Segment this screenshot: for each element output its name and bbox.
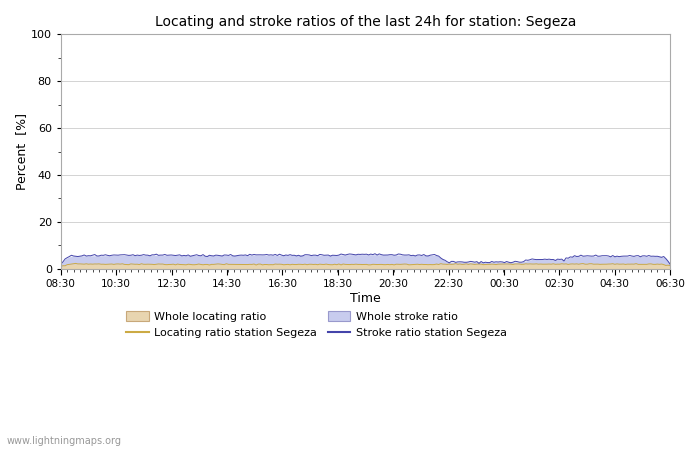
Text: www.lightningmaps.org: www.lightningmaps.org <box>7 436 122 446</box>
X-axis label: Time: Time <box>350 292 381 305</box>
Title: Locating and stroke ratios of the last 24h for station: Segeza: Locating and stroke ratios of the last 2… <box>155 15 576 29</box>
Y-axis label: Percent  [%]: Percent [%] <box>15 113 28 190</box>
Legend: Whole locating ratio, Locating ratio station Segeza, Whole stroke ratio, Stroke : Whole locating ratio, Locating ratio sta… <box>122 307 512 343</box>
